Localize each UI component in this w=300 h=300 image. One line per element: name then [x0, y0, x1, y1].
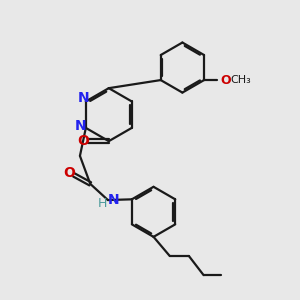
Text: O: O [77, 134, 89, 148]
Text: N: N [107, 193, 119, 207]
Text: N: N [75, 119, 86, 134]
Text: H: H [98, 197, 107, 210]
Text: O: O [63, 166, 75, 180]
Text: O: O [220, 74, 231, 87]
Text: N: N [78, 91, 89, 105]
Text: CH₃: CH₃ [231, 75, 251, 85]
